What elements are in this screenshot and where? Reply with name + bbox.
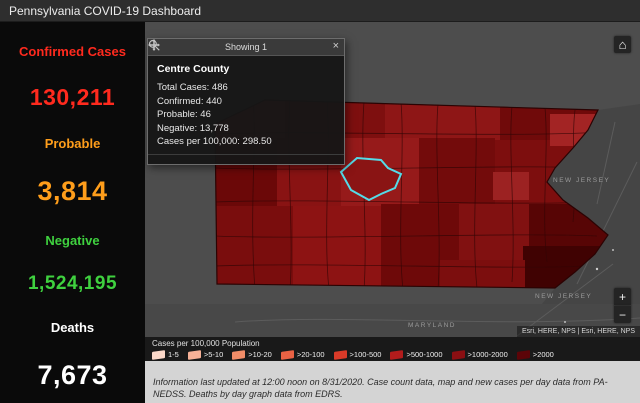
- map-attribution: Esri, HERE, NPS | Esri, HERE, NPS: [516, 326, 640, 337]
- legend-swatch: [280, 349, 294, 360]
- legend-item-label: >500-1000: [406, 350, 443, 359]
- popup-header: Showing 1 ×: [148, 39, 344, 56]
- zoom-out-button[interactable]: −: [614, 306, 631, 323]
- legend-swatch: [232, 349, 246, 360]
- legend-swatch: [187, 349, 201, 360]
- popup-field-confirmed: Confirmed: 440: [157, 95, 222, 107]
- popup-county-title: Centre County: [157, 63, 230, 75]
- legend-item: >2000: [516, 349, 554, 360]
- highlighted-county-centre[interactable]: [339, 156, 403, 202]
- legend-item: >500-1000: [390, 349, 443, 360]
- close-icon[interactable]: ×: [332, 40, 339, 52]
- basemap-roads: [234, 121, 640, 337]
- legend-title: Cases per 100,000 Population: [152, 339, 260, 348]
- legend-swatch: [390, 349, 404, 360]
- legend-item-label: >100-500: [349, 350, 382, 359]
- home-button[interactable]: ⌂: [614, 36, 631, 53]
- legend-swatch: [333, 349, 347, 360]
- county-map[interactable]: NEW JERSEY NEW JERSEY MARYLAND Showing 1…: [145, 22, 640, 337]
- popup-field-negative: Negative: 13,778: [157, 122, 229, 134]
- stats-sidebar: Confirmed Cases 130,211 Probable 3,814 N…: [0, 22, 145, 403]
- popup-toolbar: [148, 39, 344, 164]
- legend-item-label: >10-20: [248, 350, 272, 359]
- app-header: Pennsylvania COVID-19 Dashboard: [0, 0, 640, 22]
- page-title: Pennsylvania COVID-19 Dashboard: [9, 3, 202, 18]
- legend-item-label: >2000: [532, 350, 554, 359]
- pan-arrows-icon[interactable]: [148, 39, 160, 51]
- negative-label: Negative: [45, 232, 100, 248]
- city-dot: [564, 321, 566, 323]
- popup-field-rate: Cases per 100,000: 298.50: [157, 136, 272, 147]
- popup-body: Centre County Total Cases: 486 Confirmed…: [148, 56, 344, 154]
- feature-popup: Showing 1 × Centre County Total Cases: 4…: [147, 38, 345, 165]
- neighbor-state-area: [515, 104, 640, 337]
- update-info-text: Information last updated at 12:00 noon o…: [153, 377, 608, 399]
- label-new-jersey-lower: NEW JERSEY: [535, 293, 592, 300]
- probable-label: Probable: [44, 136, 101, 152]
- legend-item: >10-20: [232, 349, 272, 360]
- popup-field-probable: Probable: 46: [157, 109, 211, 120]
- legend-item-label: >5-10: [203, 350, 224, 359]
- legend-item-label: 1-5: [168, 350, 179, 359]
- zoom-in-button[interactable]: +: [614, 288, 631, 306]
- legend-swatch: [451, 349, 465, 360]
- legend-swatch: [152, 349, 165, 360]
- popup-field-total-cases: Total Cases: 486: [157, 82, 228, 93]
- legend-item: >20-100: [280, 349, 325, 360]
- home-icon: ⌂: [618, 37, 627, 52]
- probable-value: 3,814: [37, 176, 108, 207]
- update-info-footer: Information last updated at 12:00 noon o…: [145, 361, 640, 403]
- confirmed-cases-label: Confirmed Cases: [19, 44, 126, 59]
- legend-item: >100-500: [333, 349, 382, 360]
- confirmed-cases-value: 130,211: [29, 84, 116, 111]
- deaths-label: Deaths: [50, 319, 95, 335]
- legend-item: >5-10: [187, 349, 224, 360]
- legend-item-label: >20-100: [296, 350, 325, 359]
- legend-items: 1-5 >5-10 >10-20 >20-100 >100-500 >500-1…: [152, 349, 640, 360]
- legend-item-label: >1000-2000: [467, 350, 508, 359]
- city-dot: [595, 267, 599, 271]
- negative-value: 1,524,195: [27, 272, 118, 294]
- popup-showing-count: Showing 1: [224, 42, 268, 52]
- zoom-controls: + −: [614, 288, 631, 323]
- legend-swatch: [516, 349, 530, 360]
- legend-item: >1000-2000: [451, 349, 508, 360]
- label-new-jersey-upper: NEW JERSEY: [553, 177, 610, 184]
- zoom-to-icon[interactable]: [148, 39, 160, 51]
- legend-item: 1-5: [152, 349, 179, 360]
- deaths-value: 7,673: [37, 359, 108, 390]
- legend: Cases per 100,000 Population 1-5 >5-10 >…: [145, 337, 640, 361]
- label-maryland: MARYLAND: [408, 322, 456, 329]
- pennsylvania-map-svg[interactable]: NEW JERSEY NEW JERSEY MARYLAND: [145, 22, 640, 337]
- city-dot: [612, 249, 614, 251]
